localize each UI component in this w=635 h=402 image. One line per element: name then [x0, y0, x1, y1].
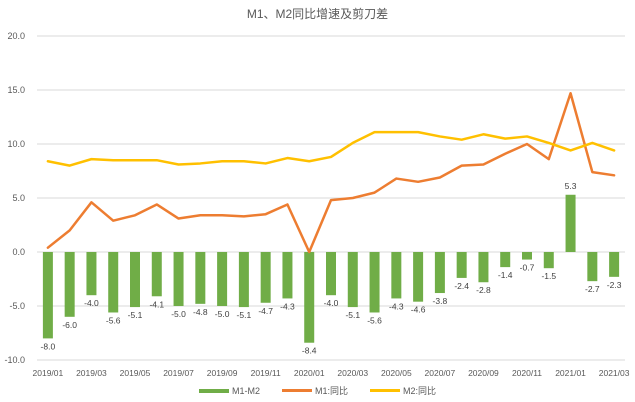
x-tick-label: 2019/09: [207, 368, 238, 378]
y-tick-label: 5.0: [12, 193, 25, 203]
bar-value-label: -5.1: [345, 310, 360, 320]
y-tick-label: 0.0: [12, 247, 25, 257]
legend-label: M2:同比: [403, 386, 437, 396]
x-tick-label: 2019/01: [33, 368, 64, 378]
x-tick-label: 2019/03: [76, 368, 107, 378]
bar: [587, 252, 598, 282]
bar-value-label: -8.0: [41, 341, 56, 351]
bar-value-label: 5.3: [565, 181, 577, 191]
legend-label: M1:同比: [314, 386, 348, 396]
line-series: [46, 91, 616, 254]
bar-value-label: -4.0: [84, 298, 99, 308]
bar-value-label: -5.6: [367, 315, 382, 325]
bar-value-label: -5.1: [128, 310, 143, 320]
x-tick-label: 2019/11: [251, 368, 281, 378]
bar: [42, 252, 53, 339]
bar: [543, 252, 554, 269]
legend-item-m1: M1:同比: [281, 384, 348, 397]
line-series: [46, 130, 616, 167]
bar-value-label: -5.6: [106, 315, 121, 325]
bar: [217, 252, 228, 306]
bar-value-label: -4.6: [411, 305, 426, 315]
x-tick-label: 2020/03: [337, 368, 368, 378]
bar-value-label: -3.8: [433, 296, 448, 306]
bar-value-label: -5.0: [171, 309, 186, 319]
bar: [347, 252, 358, 308]
bar: [500, 252, 511, 268]
bar: [391, 252, 402, 299]
y-tick-label: 15.0: [7, 85, 25, 95]
bar-value-label: -4.3: [280, 301, 295, 311]
legend-item-m2: M2:同比: [370, 384, 436, 397]
bar: [64, 252, 75, 317]
bar: [151, 252, 162, 297]
bar-value-label: -8.4: [302, 346, 317, 356]
x-tick-label: 2019/07: [163, 368, 194, 378]
x-tick-label: 2021/03: [599, 368, 630, 378]
y-tick-label: 10.0: [7, 139, 25, 149]
x-tick-label: 2019/05: [120, 368, 151, 378]
bar: [238, 252, 249, 308]
bar: [86, 252, 97, 296]
bar-value-label: -5.0: [215, 309, 230, 319]
bar: [522, 252, 532, 260]
legend-swatch-line-icon: [370, 389, 400, 392]
bar: [260, 252, 271, 303]
x-tick-label: 2020/07: [425, 368, 456, 378]
bar: [173, 252, 184, 306]
bar-value-label: -2.7: [585, 284, 600, 294]
bar: [456, 252, 467, 278]
bar: [565, 194, 576, 252]
bar: [369, 252, 380, 313]
x-tick-label: 2020/11: [512, 368, 542, 378]
x-tick-label: 2020/01: [294, 368, 325, 378]
bar-value-label: -6.0: [62, 320, 77, 330]
bar: [130, 252, 140, 308]
legend-label: M1-M2: [231, 385, 260, 396]
y-tick-label: -5.0: [9, 301, 25, 311]
bar-value-label: -4.1: [149, 299, 164, 309]
chart-title: M1、M2同比增速及剪刀差: [246, 7, 389, 21]
x-tick-label: 2020/05: [381, 368, 412, 378]
legend-swatch-line-icon: [281, 389, 312, 392]
bar: [108, 252, 119, 313]
bar-value-label: -5.1: [237, 310, 252, 320]
bar-value-label: -1.5: [541, 271, 556, 281]
bar: [282, 252, 293, 299]
bar-value-label: -0.7: [520, 263, 535, 273]
bar: [413, 252, 424, 302]
bar: [326, 252, 336, 296]
bar-value-label: -2.3: [607, 280, 622, 290]
y-tick-label: 20.0: [7, 31, 25, 41]
bar: [304, 252, 315, 343]
bar-value-label: -4.0: [324, 298, 339, 308]
bar-value-label: -1.4: [498, 270, 513, 280]
legend-item-m1-m2: M1-M2: [198, 384, 260, 397]
bar: [609, 252, 620, 277]
y-tick-label: -10.0: [4, 355, 25, 365]
bar: [195, 252, 206, 304]
legend-swatch-bar-icon: [198, 388, 229, 393]
bar-value-label: -4.3: [389, 301, 404, 311]
legend: M1-M2 M1:同比 M2:同比: [0, 384, 635, 397]
bar-value-label: -2.8: [476, 285, 491, 295]
bar-value-label: -2.4: [454, 281, 469, 291]
bar: [478, 252, 489, 283]
bar: [434, 252, 445, 294]
x-tick-label: 2021/01: [555, 368, 586, 378]
bar-value-label: -4.8: [193, 307, 208, 317]
bar-value-label: -4.7: [258, 306, 273, 316]
x-tick-label: 2020/09: [468, 368, 499, 378]
